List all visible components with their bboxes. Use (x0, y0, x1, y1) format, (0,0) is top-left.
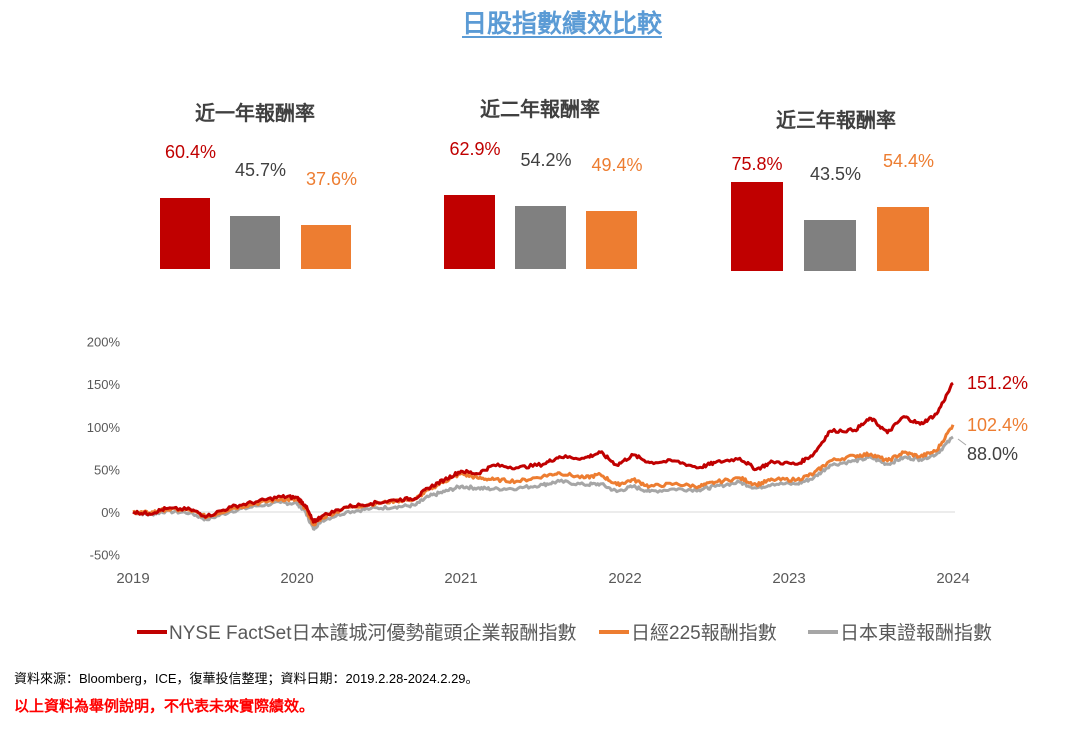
x-tick-label: 2021 (444, 570, 477, 587)
label-leader-line (957, 438, 967, 446)
bar (301, 225, 351, 269)
series-line-2 (132, 435, 954, 531)
source-note: 資料來源：Bloomberg，ICE，復華投信整理；資料日期：2019.2.28… (14, 671, 479, 686)
x-tick-label: 2022 (608, 570, 641, 587)
series-line-0 (132, 381, 954, 524)
y-tick-label: -50% (90, 548, 121, 563)
disclaimer: 以上資料為舉例說明，不代表未來實際績效。 (14, 698, 315, 715)
bar-value-label: 45.7% (235, 159, 287, 180)
bar-value-label: 62.9% (449, 139, 501, 160)
bar (804, 220, 856, 271)
bar (444, 195, 495, 269)
bar (515, 205, 566, 269)
legend-item-nyse: NYSE FactSet日本護城河優勢龍頭企業報酬指數 (137, 618, 577, 645)
bar (586, 211, 637, 269)
series-end-label: 102.4% (967, 415, 1028, 435)
legend-swatch (599, 629, 629, 634)
x-tick-label: 2019 (116, 570, 149, 587)
line-chart: -50% 0% 50% 100% 150% 200% 2019 2020 2021 2022 202… (87, 335, 1028, 587)
legend-label: 日本東證報酬指數 (840, 623, 993, 644)
page-title: 日股指數績效比較 (461, 10, 662, 38)
y-tick-label: 0% (101, 505, 120, 520)
bar-value-label: 60.4% (165, 142, 217, 163)
x-tick-label: 2023 (772, 570, 805, 587)
x-tick-label: 2020 (280, 570, 313, 587)
bar-group-title: 近一年報酬率 (195, 103, 315, 125)
bar (230, 215, 280, 269)
legend-item-topix: 日本東證報酬指數 (808, 618, 992, 645)
series-end-label: 151.2% (967, 373, 1028, 393)
legend-swatch (137, 629, 167, 634)
x-tick-label: 2024 (936, 570, 969, 587)
y-tick-label: 200% (87, 335, 121, 350)
y-tick-label: 100% (87, 420, 121, 435)
bar-value-label: 37.6% (306, 169, 358, 189)
legend-item-nikkei: 日經225報酬指數 (599, 618, 777, 645)
series-line-1 (132, 424, 955, 527)
y-tick-label: 50% (94, 462, 120, 477)
bar-value-label: 75.8% (731, 154, 783, 175)
bar-value-label: 54.2% (520, 149, 572, 170)
bar-value-label: 43.5% (810, 164, 862, 185)
legend-swatch (808, 629, 838, 634)
bar-value-label: 54.4% (883, 151, 935, 172)
bar (731, 182, 783, 271)
bar-group-title: 近三年報酬率 (776, 110, 896, 132)
bar (160, 198, 210, 269)
bar-group-title: 近二年報酬率 (480, 99, 600, 121)
bar-value-label: 49.4% (591, 155, 643, 176)
series-end-label: 88.0% (967, 444, 1018, 464)
legend-label: 日經225報酬指數 (631, 623, 777, 644)
y-tick-label: 150% (87, 377, 121, 392)
bar (877, 207, 929, 271)
legend-label: NYSE FactSet日本護城河優勢龍頭企業報酬指數 (169, 623, 577, 644)
